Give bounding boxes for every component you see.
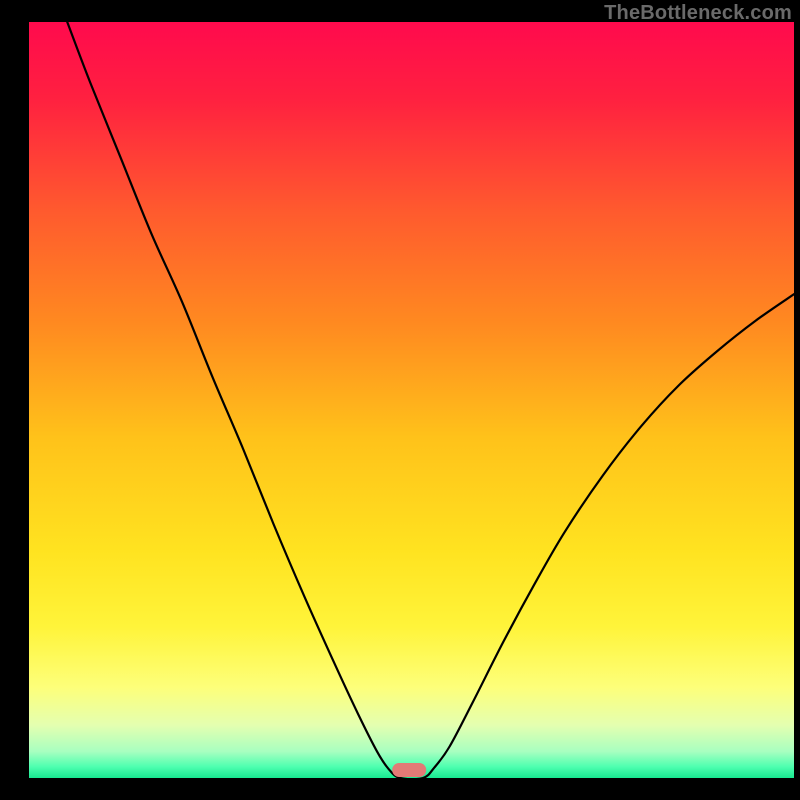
chart-stage: TheBottleneck.com bbox=[0, 0, 800, 800]
plot-background bbox=[29, 22, 794, 778]
trough-marker bbox=[392, 763, 426, 777]
watermark-text: TheBottleneck.com bbox=[604, 2, 792, 25]
chart-svg bbox=[0, 0, 800, 800]
